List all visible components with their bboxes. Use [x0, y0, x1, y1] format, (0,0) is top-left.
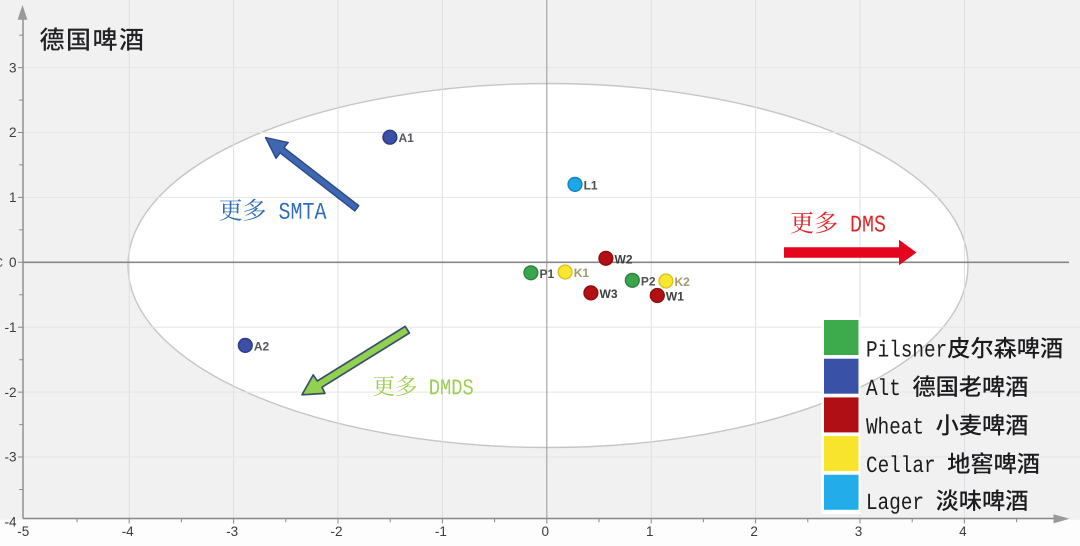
svg-text:-1: -1 — [4, 320, 16, 335]
svg-text:-3: -3 — [226, 524, 238, 539]
svg-text:3: 3 — [855, 524, 863, 539]
svg-text:A1: A1 — [399, 131, 415, 145]
svg-text:0: 0 — [9, 255, 17, 270]
svg-text:1: 1 — [646, 524, 654, 539]
svg-text:L1: L1 — [584, 178, 598, 192]
svg-text:A2: A2 — [254, 339, 270, 353]
svg-text:-3: -3 — [4, 450, 16, 465]
svg-text:-4: -4 — [4, 515, 16, 530]
svg-text:C: C — [0, 256, 3, 270]
svg-text:K1: K1 — [574, 266, 590, 280]
svg-text:W3: W3 — [600, 287, 618, 301]
svg-text:2: 2 — [9, 125, 17, 140]
svg-text:2: 2 — [750, 524, 758, 539]
svg-text:-2: -2 — [330, 524, 342, 539]
svg-text:K2: K2 — [675, 275, 691, 289]
svg-text:P2: P2 — [641, 274, 656, 288]
svg-text:-2: -2 — [4, 385, 16, 400]
svg-text:4: 4 — [959, 524, 967, 539]
svg-text:3: 3 — [9, 60, 17, 75]
svg-text:-5: -5 — [17, 524, 29, 539]
svg-text:P1: P1 — [540, 267, 555, 281]
svg-text:-1: -1 — [435, 524, 447, 539]
svg-text:W1: W1 — [666, 290, 684, 304]
svg-text:-4: -4 — [122, 524, 134, 539]
svg-text:1: 1 — [9, 190, 17, 205]
svg-text:0: 0 — [542, 524, 550, 539]
svg-text:W2: W2 — [615, 252, 633, 266]
